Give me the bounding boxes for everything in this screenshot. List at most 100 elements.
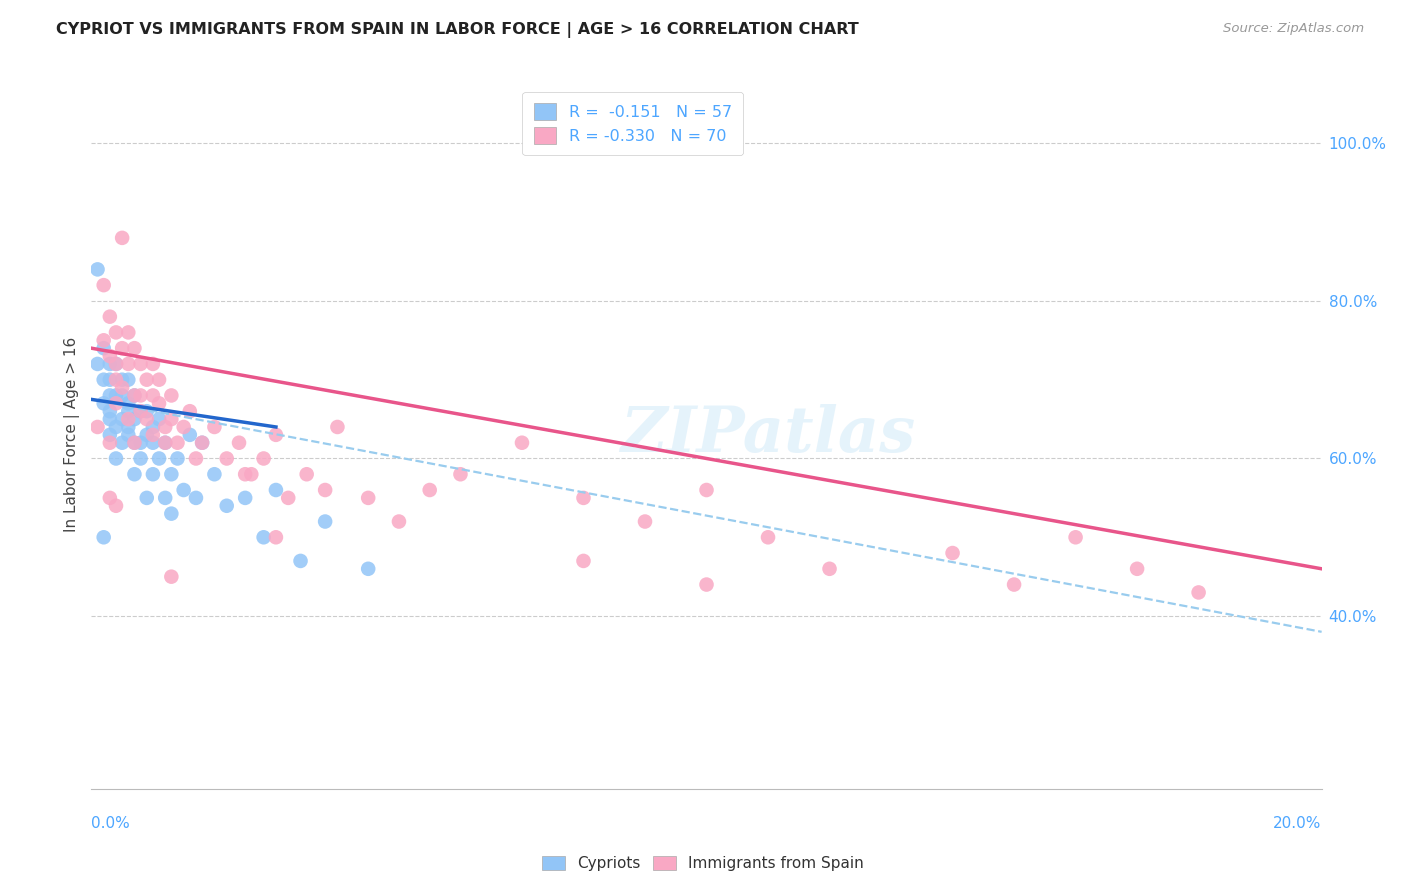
- Point: [264, 483, 287, 497]
- Point: [105, 451, 127, 466]
- Text: CYPRIOT VS IMMIGRANTS FROM SPAIN IN LABOR FORCE | AGE > 16 CORRELATION CHART: CYPRIOT VS IMMIGRANTS FROM SPAIN IN LABO…: [56, 22, 859, 38]
- Point: [191, 435, 214, 450]
- Point: [184, 451, 207, 466]
- Point: [117, 396, 139, 410]
- Point: [93, 334, 115, 348]
- Point: [277, 491, 299, 505]
- Point: [105, 373, 127, 387]
- Text: 20.0%: 20.0%: [1274, 816, 1322, 830]
- Point: [124, 435, 146, 450]
- Point: [124, 412, 146, 426]
- Point: [142, 435, 165, 450]
- Point: [124, 388, 146, 402]
- Point: [111, 412, 134, 426]
- Point: [142, 357, 165, 371]
- Point: [93, 278, 115, 293]
- Point: [166, 435, 188, 450]
- Point: [160, 507, 183, 521]
- Point: [124, 388, 146, 402]
- Point: [105, 396, 127, 410]
- Point: [98, 310, 121, 324]
- Point: [233, 491, 256, 505]
- Point: [191, 435, 214, 450]
- Point: [135, 404, 157, 418]
- Point: [111, 373, 134, 387]
- Point: [117, 428, 139, 442]
- Point: [357, 491, 380, 505]
- Point: [93, 530, 115, 544]
- Point: [111, 341, 134, 355]
- Point: [86, 420, 108, 434]
- Point: [86, 262, 108, 277]
- Point: [148, 412, 170, 426]
- Point: [111, 381, 134, 395]
- Point: [98, 388, 121, 402]
- Point: [129, 357, 152, 371]
- Point: [135, 428, 157, 442]
- Point: [326, 420, 349, 434]
- Point: [117, 404, 139, 418]
- Point: [233, 467, 256, 482]
- Point: [572, 491, 595, 505]
- Text: Source: ZipAtlas.com: Source: ZipAtlas.com: [1223, 22, 1364, 36]
- Point: [240, 467, 263, 482]
- Point: [160, 388, 183, 402]
- Point: [253, 530, 276, 544]
- Y-axis label: In Labor Force | Age > 16: In Labor Force | Age > 16: [65, 337, 80, 533]
- Point: [117, 373, 139, 387]
- Point: [98, 412, 121, 426]
- Text: ZIPatlas: ZIPatlas: [620, 404, 915, 466]
- Point: [117, 357, 139, 371]
- Point: [124, 435, 146, 450]
- Point: [179, 428, 201, 442]
- Point: [314, 483, 336, 497]
- Point: [105, 357, 127, 371]
- Point: [202, 467, 225, 482]
- Point: [1187, 585, 1209, 599]
- Point: [357, 562, 380, 576]
- Point: [634, 515, 657, 529]
- Point: [105, 326, 127, 340]
- Point: [572, 554, 595, 568]
- Text: 0.0%: 0.0%: [91, 816, 131, 830]
- Point: [202, 420, 225, 434]
- Point: [93, 341, 115, 355]
- Point: [98, 428, 121, 442]
- Point: [129, 404, 152, 418]
- Point: [98, 404, 121, 418]
- Point: [105, 388, 127, 402]
- Point: [129, 404, 152, 418]
- Point: [135, 491, 157, 505]
- Legend: Cypriots, Immigrants from Spain: Cypriots, Immigrants from Spain: [536, 850, 870, 877]
- Point: [117, 326, 139, 340]
- Point: [153, 491, 177, 505]
- Point: [105, 420, 127, 434]
- Point: [228, 435, 250, 450]
- Point: [86, 357, 108, 371]
- Point: [253, 451, 276, 466]
- Point: [142, 388, 165, 402]
- Point: [153, 435, 177, 450]
- Point: [264, 428, 287, 442]
- Point: [295, 467, 318, 482]
- Point: [98, 349, 121, 363]
- Point: [166, 451, 188, 466]
- Point: [105, 357, 127, 371]
- Point: [173, 483, 195, 497]
- Point: [117, 420, 139, 434]
- Point: [148, 451, 170, 466]
- Point: [1064, 530, 1087, 544]
- Point: [696, 483, 718, 497]
- Point: [510, 435, 533, 450]
- Point: [135, 373, 157, 387]
- Point: [449, 467, 471, 482]
- Point: [215, 451, 238, 466]
- Point: [98, 373, 121, 387]
- Point: [124, 467, 146, 482]
- Point: [160, 570, 183, 584]
- Point: [93, 373, 115, 387]
- Point: [148, 396, 170, 410]
- Point: [153, 420, 177, 434]
- Point: [129, 388, 152, 402]
- Point: [942, 546, 965, 560]
